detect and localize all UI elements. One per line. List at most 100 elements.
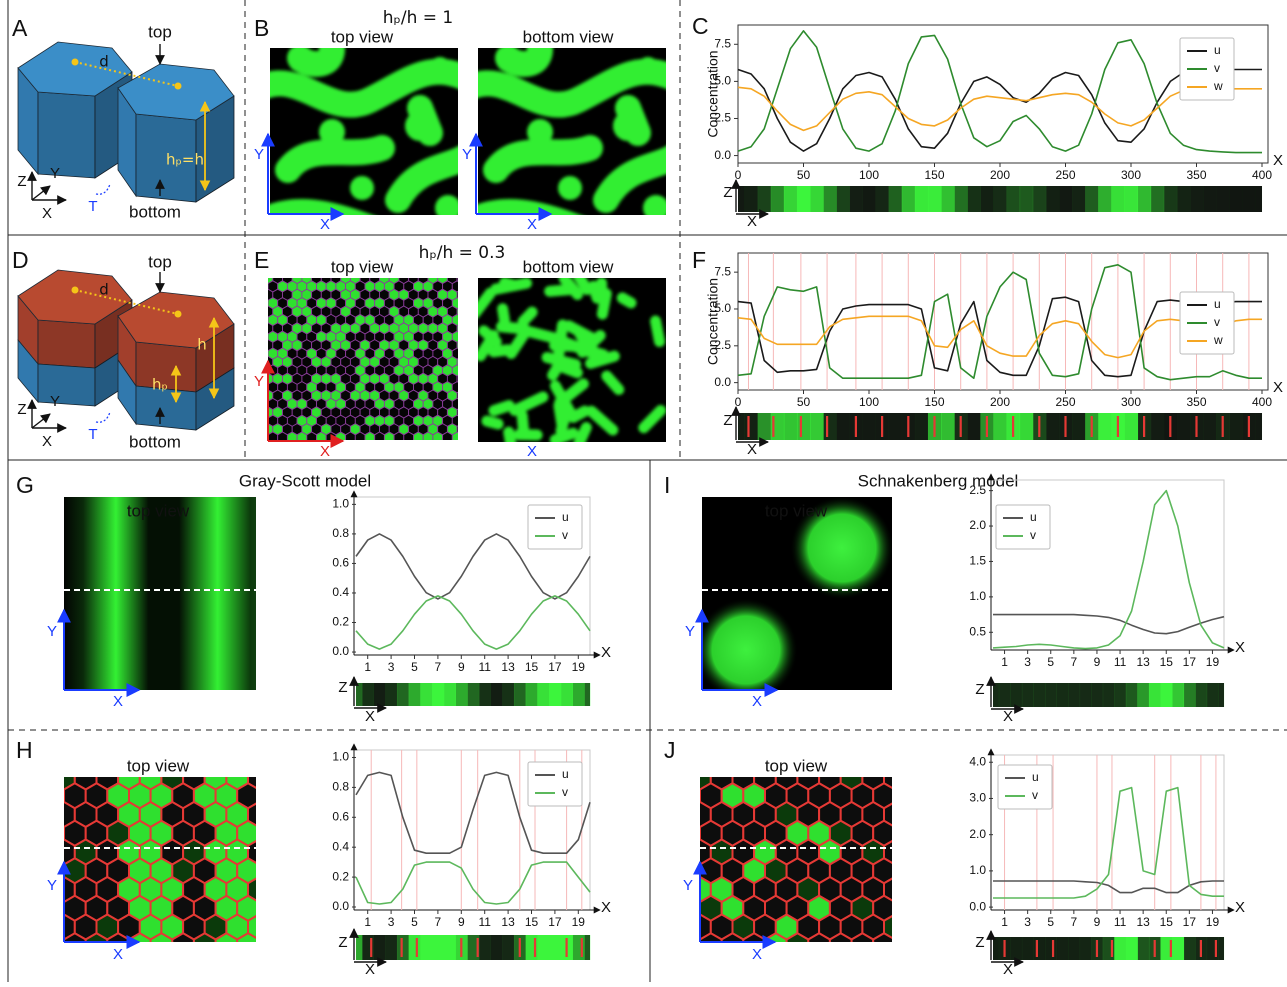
hex-cell xyxy=(258,298,268,309)
strip-cell xyxy=(1033,683,1045,707)
strip-cell xyxy=(758,413,772,440)
x-tick-label: 50 xyxy=(797,168,811,182)
hex-cell xyxy=(394,432,404,443)
strip-cell xyxy=(1137,937,1149,960)
legend-box xyxy=(528,762,582,806)
axis-z: Z xyxy=(17,401,26,418)
strip-cell xyxy=(967,413,981,440)
strip-cell xyxy=(432,683,444,706)
strip-z: Z xyxy=(723,412,732,429)
legend-label: u xyxy=(562,767,569,781)
series-line xyxy=(993,615,1224,634)
strip-cell xyxy=(889,413,903,440)
strip-cell xyxy=(479,683,491,706)
hex-cell xyxy=(462,331,472,342)
strip-cell xyxy=(561,683,573,706)
bottom-view: bottom view xyxy=(523,27,614,46)
strip-z: Z xyxy=(975,681,984,698)
strip-cell xyxy=(1068,683,1080,707)
spot xyxy=(694,598,798,702)
strip-cell xyxy=(1057,683,1069,707)
strip-cell xyxy=(1177,413,1191,440)
strip-cell xyxy=(862,413,876,440)
x-tick-label: 250 xyxy=(1055,168,1075,182)
hex-cell xyxy=(254,340,264,351)
legend-label: v xyxy=(1214,315,1220,329)
strip-cell xyxy=(1126,683,1138,707)
blob xyxy=(435,195,461,221)
bottom: bottom xyxy=(129,432,181,451)
hp: hₚ xyxy=(152,376,168,394)
hex-cell xyxy=(42,896,64,921)
legend-box xyxy=(996,505,1050,549)
axis-y: Y xyxy=(47,623,57,640)
strip-cell xyxy=(362,683,374,706)
axis-x: X xyxy=(113,946,123,963)
page: { "panels": { "A": {"letter": "A", "top"… xyxy=(0,0,1287,982)
axis-x: X xyxy=(113,693,123,710)
blob xyxy=(319,119,345,145)
hex-cell xyxy=(254,306,264,317)
hex-cell xyxy=(216,933,238,958)
blob xyxy=(529,332,558,340)
T: T xyxy=(88,426,97,443)
image-panel xyxy=(475,274,666,453)
hex-cell xyxy=(895,858,917,883)
blob xyxy=(550,289,572,291)
blob xyxy=(527,119,553,145)
y-tick-label: 0.4 xyxy=(332,585,349,599)
hex-cell xyxy=(678,896,700,921)
hex-cell xyxy=(462,348,472,359)
centroid xyxy=(72,287,79,294)
blob xyxy=(555,433,573,440)
x-axis-label: X xyxy=(601,644,611,661)
hex-cell xyxy=(254,289,264,300)
thickness-mark xyxy=(96,412,110,422)
strip-z: Z xyxy=(338,679,347,696)
x-tick-label: 300 xyxy=(1121,168,1141,182)
blob xyxy=(487,421,498,424)
legend-label: u xyxy=(1032,770,1039,784)
strip-cell xyxy=(1007,186,1021,212)
strip-cell xyxy=(1068,937,1080,960)
strip-cell xyxy=(432,935,444,960)
y-tick-label: 0.6 xyxy=(332,809,349,823)
strip-cell xyxy=(1218,937,1224,960)
hex-cell xyxy=(462,415,472,426)
hex-cell xyxy=(254,390,264,401)
strip-cell xyxy=(836,186,850,212)
x-tick-label: 9 xyxy=(458,660,465,674)
hex-cell xyxy=(668,915,690,940)
blob xyxy=(496,48,520,72)
x-tick-label: 5 xyxy=(411,660,418,674)
hex-cell xyxy=(355,432,365,443)
h: h xyxy=(197,336,207,354)
strip-x: X xyxy=(747,213,757,230)
y-tick-label: 1.0 xyxy=(969,863,986,877)
strip-cell xyxy=(902,186,916,212)
legend-label: u xyxy=(1214,43,1221,57)
bottom: bottom xyxy=(129,202,181,221)
title: Schnakenberg model xyxy=(858,471,1019,490)
hex-cell xyxy=(259,933,281,958)
strip-cell xyxy=(771,186,785,212)
legend-label: w xyxy=(1213,333,1223,347)
axis-x: X xyxy=(42,205,52,222)
y-tick-label: 0.5 xyxy=(969,624,986,638)
strip-cell xyxy=(1103,683,1115,707)
hex-cell xyxy=(457,272,467,283)
hex-cell xyxy=(462,314,472,325)
hex-cell xyxy=(151,933,173,958)
strip-cell xyxy=(1184,937,1196,960)
strip-cell xyxy=(915,186,929,212)
hex-cell xyxy=(433,432,443,443)
x-tick-label: 9 xyxy=(1094,915,1101,929)
arrow xyxy=(32,414,50,428)
strip-cell xyxy=(1124,413,1138,440)
x-tick-label: 11 xyxy=(1114,915,1127,929)
x-tick-label: 5 xyxy=(411,915,418,929)
blob xyxy=(656,321,660,342)
hex-cell xyxy=(258,331,268,342)
strip-cell xyxy=(549,935,561,960)
strip-cell xyxy=(1229,186,1243,212)
